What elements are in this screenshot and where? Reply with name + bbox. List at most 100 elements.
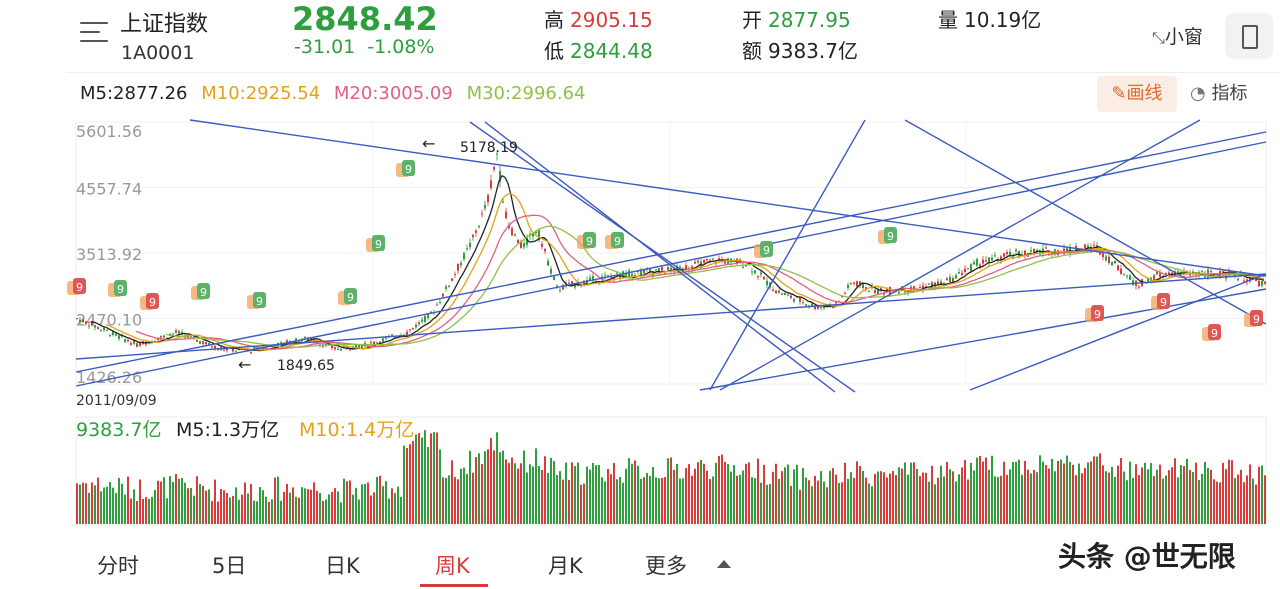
tab-weekly[interactable]: 周K [435,554,470,578]
volume-bar [373,492,375,524]
volume-bar [163,477,165,524]
volume-bar [832,468,834,524]
volume-bar [1039,455,1041,524]
volume-bar [430,433,432,524]
volume-bar [631,463,633,524]
candle-body [802,302,804,304]
volume-bar [463,467,465,524]
volume-bar [1099,453,1101,524]
volume-bar [1045,465,1047,524]
volume-bar [1237,474,1239,524]
volume-bar [775,463,777,524]
tab-more[interactable]: 更多 [645,554,687,578]
volume-bar [415,434,417,524]
candle-body [358,345,360,348]
candle-body [1264,281,1266,284]
volume-bar [1027,469,1029,524]
volume-bar [586,466,588,524]
candle-body [172,333,174,335]
candle-body [841,296,843,298]
phone-icon[interactable] [1225,13,1273,59]
candle-body [616,272,618,274]
volume-bar [352,494,354,524]
tab-monthly[interactable]: 月K [548,554,583,578]
candle-body [418,322,420,325]
candle-body [709,259,711,261]
volume-bar [280,500,282,524]
candle-body [961,272,963,276]
caret-up-icon[interactable] [717,560,731,568]
candle-body [787,294,789,296]
td-marker [1157,293,1170,309]
candle-body [298,341,300,343]
candle-body [547,260,549,266]
volume-bar [859,466,861,524]
volume-bar [652,467,654,524]
volume-bar [148,498,150,524]
float-window-button[interactable]: ⤡小窗 [1152,22,1203,49]
volume-bar [403,445,405,524]
low-annotation: 1849.65 [277,358,335,374]
volume-bar [772,471,774,524]
volume-bar [157,480,159,524]
ma-legend: M5:2877.26 M10:2925.54 M20:3005.09 M30:2… [80,83,594,104]
volume-bar [850,472,852,524]
volume-bar [100,491,102,524]
volume-bar [730,471,732,524]
volume-bar [1096,456,1098,524]
candle-body [1225,273,1227,279]
volume-bar [1051,458,1053,524]
volume-bar [199,484,201,524]
vol-m10: M10:1.4万亿 [299,419,414,441]
td-marker [372,235,385,251]
volume-bar [1210,469,1212,524]
td-marker [611,232,624,248]
tab-daily[interactable]: 日K [325,554,360,578]
volume-bar [295,496,297,524]
tab-intraday[interactable]: 分时 [97,554,139,578]
candle-body [421,319,423,322]
candle-body [85,321,87,324]
candle-body [202,341,204,344]
candle-body [706,258,708,261]
candle-body [139,342,141,346]
candle-body [967,268,969,270]
volume-bar [568,479,570,524]
candle-body [1156,271,1158,275]
td-marker [73,278,86,294]
td-marker-label: 9 [117,283,124,296]
trendline [484,121,836,393]
candle-body [568,282,570,284]
trendline [75,131,1267,373]
volume-bar [550,457,552,524]
candle-body [499,170,501,182]
volume-bar [994,476,996,524]
indicator-button[interactable]: ◔ 指标 [1190,79,1247,105]
candle-body [205,341,207,345]
volume-bar [445,477,447,524]
ma30-label: M30:2996.64 [466,83,586,104]
td-marker-label: 9 [405,163,412,176]
volume-bar [1123,471,1125,524]
volume-bar [394,493,396,524]
low-label: 低 [544,39,564,63]
volume-bar [1015,461,1017,524]
tab-5day[interactable]: 5日 [212,554,247,578]
volume-bar [418,433,420,524]
candle-body [178,330,180,334]
candle-body [781,293,783,295]
volume-bar [1006,474,1008,524]
volume-bar [517,468,519,524]
volume-bars [76,430,1266,524]
draw-line-button[interactable]: ✎画线 [1097,76,1177,112]
volume-bar [115,493,117,524]
amount-stat: 额 9383.7亿 [742,35,858,64]
candle-body [775,290,777,294]
volume-bar [703,463,705,524]
candle-body [751,271,753,273]
candle-body [373,341,375,345]
volume-bar [637,465,639,524]
menu-icon[interactable] [80,22,108,48]
volume-bar [205,490,207,524]
